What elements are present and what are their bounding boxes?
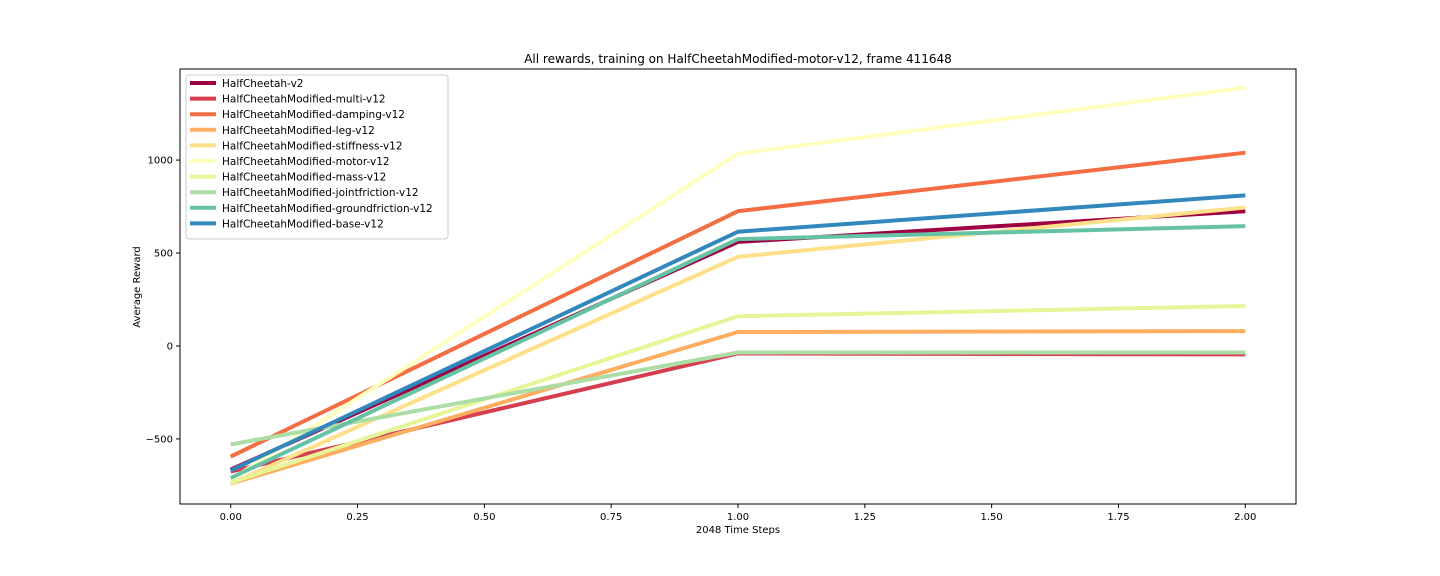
legend: HalfCheetah-v2 HalfCheetahModified-multi-… — [185, 74, 449, 240]
series-line-6 — [230, 304, 1246, 485]
plot-lines — [229, 85, 1246, 486]
series-line-7 — [230, 350, 1246, 447]
x-tick-label: 0.00 — [220, 512, 242, 523]
series-line-1 — [230, 351, 1246, 474]
legend-label-2: HalfCheetahModified-damping-v12 — [222, 109, 405, 121]
series-line-3 — [230, 329, 1246, 486]
legend-label-6: HalfCheetahModified-mass-v12 — [222, 172, 386, 184]
y-tick-label: −500 — [146, 434, 173, 445]
x-tick-label: 1.75 — [1107, 512, 1129, 523]
y-tick-label: 500 — [154, 249, 173, 260]
series-line-5 — [229, 85, 1246, 482]
legend-label-5: HalfCheetahModified-motor-v12 — [222, 156, 390, 168]
x-tick-label: 1.00 — [727, 512, 749, 523]
legend-label-0: HalfCheetah-v2 — [222, 78, 303, 90]
legend-label-7: HalfCheetahModified-jointfriction-v12 — [222, 187, 419, 199]
legend-label-8: HalfCheetahModified-groundfriction-v12 — [222, 203, 433, 215]
x-tick-label: 2.00 — [1234, 512, 1256, 523]
x-tick-label: 1.25 — [854, 512, 876, 523]
series-line-4 — [229, 205, 1246, 486]
series-line-8 — [229, 224, 1246, 480]
x-tick-label: 1.50 — [981, 512, 1003, 523]
x-axis: 0.00 0.25 0.50 0.75 1.00 1.25 1.50 1.75 2.00 — [220, 504, 1256, 523]
chart-title: All rewards, training on HalfCheetahModi… — [524, 52, 952, 66]
series-line-2 — [229, 150, 1246, 459]
x-tick-label: 0.25 — [346, 512, 368, 523]
legend-label-1: HalfCheetahModified-multi-v12 — [222, 94, 386, 106]
y-axis: −500 0 500 1000 — [146, 156, 180, 445]
x-tick-label: 0.50 — [473, 512, 495, 523]
y-tick-label: 0 — [167, 341, 173, 352]
legend-label-4: HalfCheetahModified-stiffness-v12 — [222, 140, 403, 152]
legend-label-3: HalfCheetahModified-leg-v12 — [222, 125, 375, 137]
x-tick-label: 0.75 — [600, 512, 622, 523]
series-line-9 — [229, 193, 1246, 473]
y-tick-label: 1000 — [148, 156, 173, 167]
y-axis-label: Average Reward — [132, 246, 143, 327]
series-line-0 — [229, 209, 1246, 472]
legend-label-9: HalfCheetahModified-base-v12 — [222, 218, 384, 230]
legend-box — [185, 74, 449, 240]
x-axis-label: 2048 Time Steps — [696, 525, 780, 536]
